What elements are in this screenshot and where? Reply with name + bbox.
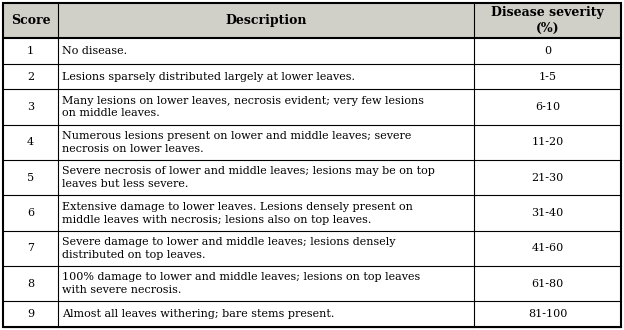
Text: 21-30: 21-30 — [532, 173, 563, 183]
Text: 0: 0 — [544, 46, 551, 56]
Text: 9: 9 — [27, 309, 34, 319]
Text: 4: 4 — [27, 137, 34, 148]
Text: 3: 3 — [27, 102, 34, 112]
Text: 6: 6 — [27, 208, 34, 218]
Text: Extensive damage to lower leaves. Lesions densely present on
middle leaves with : Extensive damage to lower leaves. Lesion… — [62, 202, 413, 224]
Text: 61-80: 61-80 — [532, 279, 563, 289]
Text: Severe damage to lower and middle leaves; lesions densely
distributed on top lea: Severe damage to lower and middle leaves… — [62, 237, 396, 260]
Text: Many lesions on lower leaves, necrosis evident; very few lesions
on middle leave: Many lesions on lower leaves, necrosis e… — [62, 96, 424, 118]
Text: Lesions sparsely distributed largely at lower leaves.: Lesions sparsely distributed largely at … — [62, 72, 355, 82]
Bar — [3, 3, 621, 38]
Text: 31-40: 31-40 — [532, 208, 563, 218]
Text: No disease.: No disease. — [62, 46, 127, 56]
Text: Score: Score — [11, 14, 51, 27]
Text: 6-10: 6-10 — [535, 102, 560, 112]
Text: 2: 2 — [27, 72, 34, 82]
Text: 5: 5 — [27, 173, 34, 183]
Text: 81-100: 81-100 — [528, 309, 567, 319]
Text: Severe necrosis of lower and middle leaves; lesions may be on top
leaves but les: Severe necrosis of lower and middle leav… — [62, 166, 435, 189]
Text: 100% damage to lower and middle leaves; lesions on top leaves
with severe necros: 100% damage to lower and middle leaves; … — [62, 272, 420, 295]
Text: 1-5: 1-5 — [539, 72, 557, 82]
Text: Description: Description — [225, 14, 307, 27]
Text: Almost all leaves withering; bare stems present.: Almost all leaves withering; bare stems … — [62, 309, 334, 319]
Text: Disease severity
(%): Disease severity (%) — [491, 6, 604, 35]
Text: 11-20: 11-20 — [532, 137, 563, 148]
Text: Numerous lesions present on lower and middle leaves; severe
necrosis on lower le: Numerous lesions present on lower and mi… — [62, 131, 411, 154]
Text: 1: 1 — [27, 46, 34, 56]
Text: 8: 8 — [27, 279, 34, 289]
Text: 7: 7 — [27, 244, 34, 253]
Text: 41-60: 41-60 — [532, 244, 563, 253]
